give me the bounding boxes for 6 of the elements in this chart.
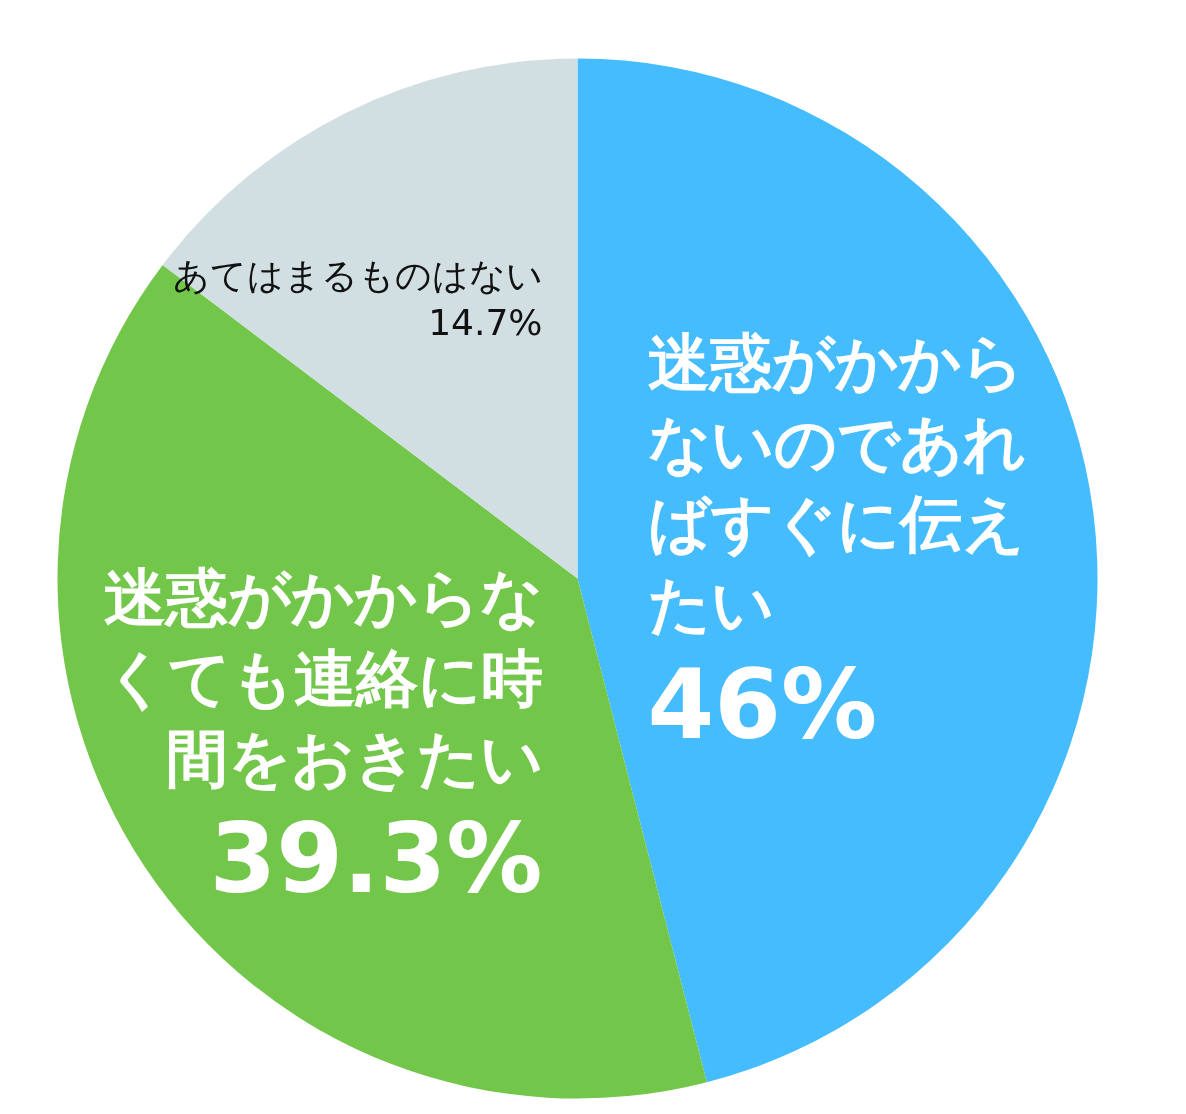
slice-label: 迷惑がかからないのであればすぐに伝えたい <box>647 326 1026 642</box>
data-label: 46% <box>647 648 878 761</box>
slice-label: 迷惑がかからなくても連絡に時間をおきたい <box>103 560 543 796</box>
slice-label: あてはまるものはない <box>172 255 543 297</box>
data-label: 14.7% <box>428 301 543 343</box>
data-label: 39.3% <box>209 802 543 915</box>
